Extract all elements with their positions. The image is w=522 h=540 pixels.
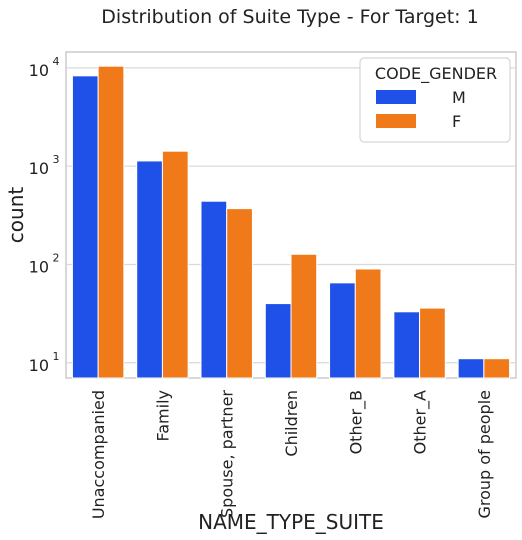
y-ticks: 10 1 10 2 10 3 10 4 [29, 55, 60, 375]
bar-f-5 [419, 307, 446, 379]
legend-swatch-m [376, 90, 416, 104]
legend-swatch-f [376, 114, 416, 128]
y-tick-label: 10 [29, 61, 49, 80]
x-tick-label: Other_A [411, 390, 431, 454]
y-tick-label: 10 [29, 257, 49, 276]
bar-m-0 [71, 75, 99, 379]
x-tick-label: Children [282, 390, 301, 457]
x-axis-label: NAME_TYPE_SUITE [198, 510, 384, 534]
x-tick-label: Family [153, 390, 172, 441]
x-tick-label: Unaccompanied [89, 390, 108, 519]
legend-label-f: F [452, 112, 461, 131]
y-tick-exponent: 4 [53, 55, 60, 68]
y-tick-exponent: 2 [53, 251, 60, 264]
bar-f-3 [290, 253, 318, 379]
bar-m-4 [329, 282, 356, 379]
x-tick-label: Other_B [346, 390, 366, 454]
bar-f-6 [483, 358, 511, 379]
legend: CODE_GENDER MF [359, 57, 511, 143]
legend-items: MF [376, 88, 466, 131]
y-axis-label: count [4, 187, 28, 244]
bar-m-5 [393, 311, 421, 379]
bar-f-4 [354, 268, 382, 379]
y-tick-exponent: 3 [53, 153, 60, 166]
bar-f-1 [161, 150, 189, 379]
bars [71, 65, 511, 379]
legend-label-m: M [452, 88, 466, 107]
bar-f-2 [226, 208, 253, 379]
bar-m-1 [136, 160, 163, 379]
y-tick-label: 10 [29, 356, 49, 375]
chart-title: Distribution of Suite Type - For Target:… [101, 6, 478, 28]
legend-title: CODE_GENDER [375, 64, 497, 84]
bar-m-6 [457, 358, 485, 379]
x-tick-label: Group of people [475, 390, 494, 519]
x-ticks: Unaccompanied Family Spouse, partner Childr… [89, 390, 494, 520]
bar-m-3 [264, 303, 292, 379]
y-tick-exponent: 1 [53, 350, 60, 363]
x-tick-label: Spouse, partner [218, 390, 237, 518]
bar-m-2 [200, 200, 228, 379]
y-tick-label: 10 [29, 159, 49, 178]
bar-f-0 [97, 65, 125, 379]
